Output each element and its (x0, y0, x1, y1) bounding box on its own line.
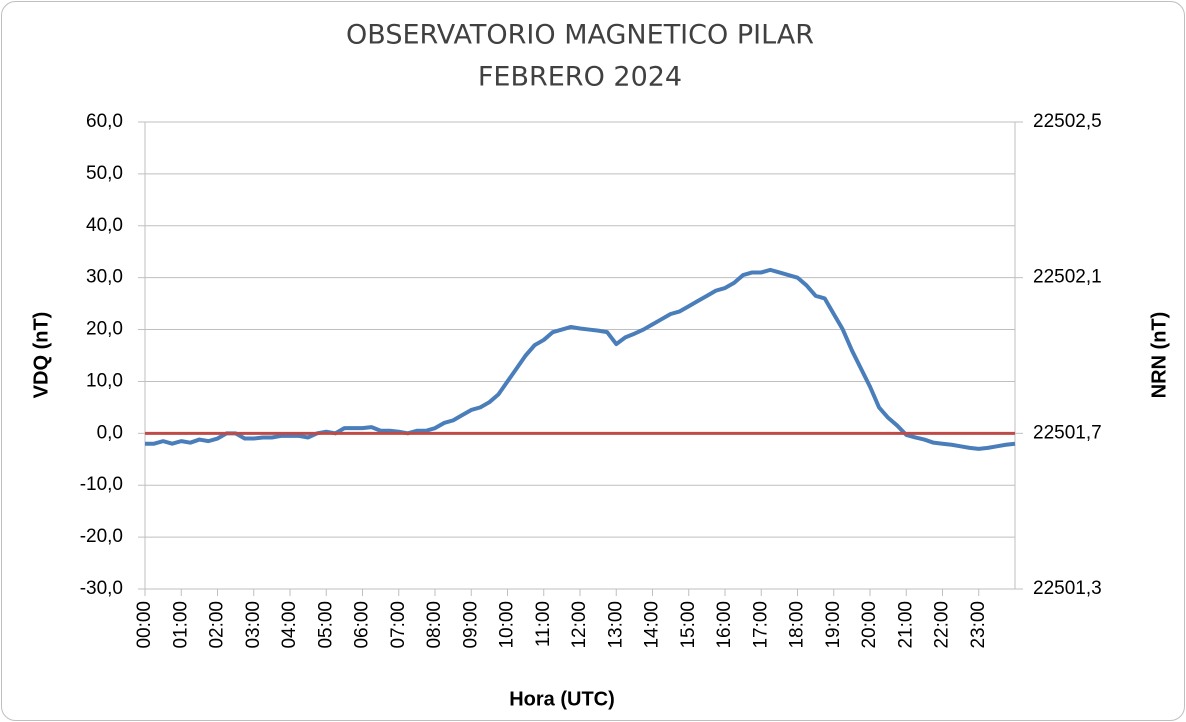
chart-subtitle: FEBRERO 2024 (478, 62, 682, 93)
x-tick-label: 20:00 (859, 601, 880, 649)
x-tick-label: 16:00 (714, 601, 735, 649)
x-axis-title: Hora (UTC) (509, 688, 615, 710)
y2-axis-title: NRN (nT) (1148, 312, 1170, 399)
x-tick-label: 18:00 (787, 601, 808, 649)
y-tick-label: 20,0 (86, 319, 123, 340)
y2-tick-label: 22501,3 (1033, 578, 1102, 599)
y-tick-label: -20,0 (80, 526, 123, 547)
y-tick-label: 50,0 (86, 163, 123, 184)
x-tick-label: 05:00 (315, 601, 336, 649)
x-tick-label: 07:00 (388, 601, 409, 649)
y2-tick-label: 22502,5 (1033, 111, 1102, 132)
data-line (145, 267, 1016, 451)
x-tick-label: 11:00 (533, 601, 554, 647)
x-tick-label: 04:00 (279, 601, 300, 649)
x-tick-label: 02:00 (207, 601, 228, 649)
x-tick-label: 19:00 (823, 601, 844, 649)
y-tick-label: -10,0 (80, 474, 123, 495)
x-tick-label: 15:00 (678, 601, 699, 649)
x-tick-label: 06:00 (352, 601, 373, 649)
x-tick-label: 21:00 (895, 601, 916, 649)
x-tick-label: 13:00 (605, 601, 626, 649)
x-tick-label: 23:00 (968, 601, 989, 649)
x-tick-label: 10:00 (497, 601, 518, 649)
y-tick-label: 30,0 (86, 267, 123, 288)
y2-tick-label: 22501,7 (1033, 422, 1102, 443)
x-tick-label: 03:00 (243, 601, 264, 649)
x-tick-label: 09:00 (460, 601, 481, 649)
x-tick-label: 12:00 (569, 601, 590, 649)
y-tick-label: 40,0 (86, 215, 123, 236)
x-tick-label: 00:00 (134, 601, 155, 649)
chart-title: OBSERVATORIO MAGNETICO PILAR (346, 20, 814, 51)
y-tick-label: 60,0 (86, 111, 123, 132)
x-tick-label: 01:00 (170, 601, 191, 649)
x-tick-label: 22:00 (932, 601, 953, 649)
y-tick-label: 0,0 (97, 422, 123, 443)
y-axis-title: VDQ (nT) (30, 312, 52, 399)
x-tick-label: 17:00 (750, 601, 771, 649)
x-tick-label: 08:00 (424, 601, 445, 649)
y-tick-label: 10,0 (86, 370, 123, 391)
y-tick-label: -30,0 (80, 578, 123, 599)
y2-tick-label: 22502,1 (1033, 267, 1102, 288)
x-tick-label: 14:00 (642, 601, 663, 649)
